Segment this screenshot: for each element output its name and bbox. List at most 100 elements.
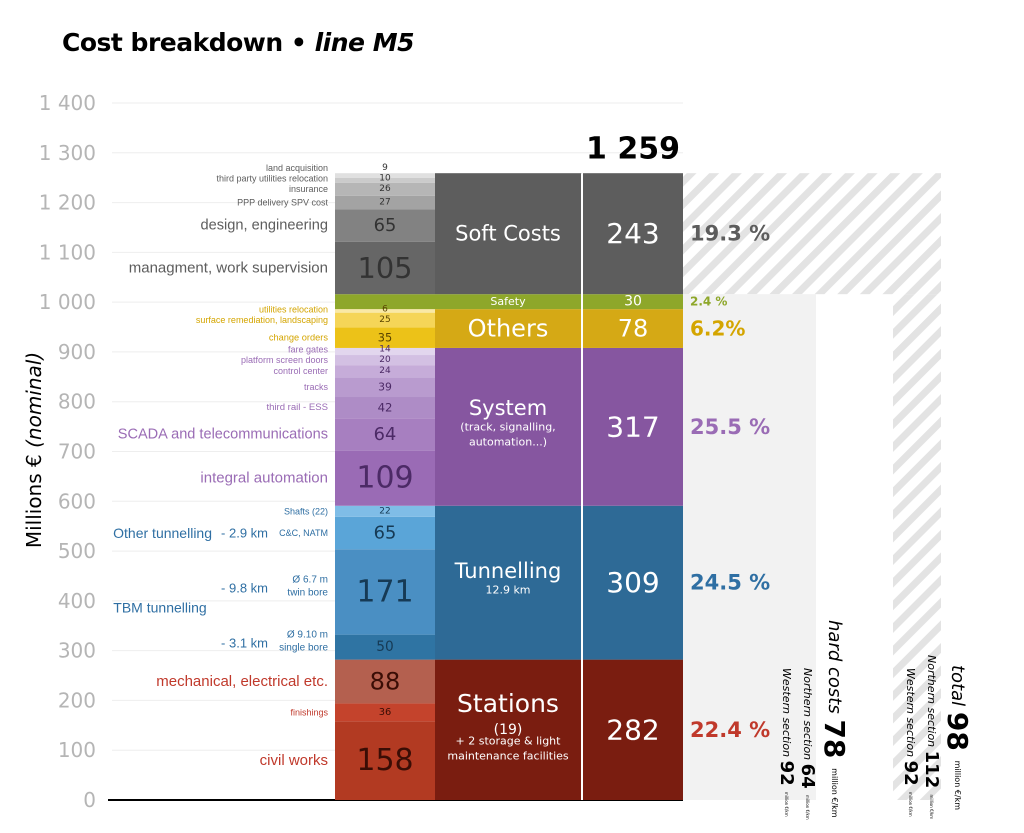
category-value: 78 — [618, 315, 649, 343]
total-hatch-panel — [893, 294, 941, 800]
category-total-bar — [583, 659, 683, 800]
detail-value: 24 — [379, 366, 391, 376]
detail-label: control center — [273, 366, 328, 376]
detail-label: third party utilities relocation — [216, 174, 328, 184]
detail-bar — [335, 209, 435, 242]
total-northern-label-part: 112 — [922, 751, 943, 795]
category-value: 317 — [606, 410, 659, 443]
category-sublabel: maintenance facilities — [447, 749, 569, 762]
category-value: 243 — [606, 217, 659, 250]
y-tick-label: 1 000 — [39, 290, 96, 314]
detail-value: 35 — [378, 331, 392, 345]
y-tick-label: 200 — [58, 688, 96, 712]
category-percent: 6.2% — [690, 317, 745, 341]
detail-value: 42 — [378, 401, 393, 415]
category-label: Others — [468, 315, 549, 343]
y-axis-label-main: Millions € — [22, 448, 46, 548]
detail-bar — [335, 347, 435, 356]
detail-bar — [335, 195, 435, 210]
detail-bar — [335, 397, 435, 419]
detail-value: 64 — [374, 424, 397, 445]
detail-label: platform screen doors — [241, 355, 329, 365]
detail-bar — [335, 721, 435, 800]
detail-bar — [335, 182, 435, 196]
y-axis-label-italic: (nominal) — [22, 352, 46, 448]
total-northern-label-part: million €/km — [930, 794, 935, 819]
detail-note: twin bore — [287, 587, 328, 598]
total-western-label-part: Western section — [905, 668, 918, 761]
total-costs-label: total 98 million €/km — [942, 665, 975, 810]
detail-bar — [335, 312, 435, 328]
detail-bar — [335, 505, 435, 517]
detail-value: 22 — [379, 506, 390, 516]
detail-label: mechanical, electrical etc. — [156, 673, 328, 690]
chart-title: Cost breakdown • line M5 — [62, 28, 414, 57]
total-western-label-part: 92 — [901, 761, 922, 792]
y-tick-label: 1 400 — [39, 91, 96, 115]
detail-value: 36 — [379, 707, 392, 718]
detail-value: 109 — [356, 461, 413, 496]
detail-bar — [335, 516, 435, 550]
detail-value: 39 — [378, 381, 392, 394]
detail-value: 158 — [356, 743, 413, 778]
total-costs-label-part: 98 — [942, 712, 975, 761]
detail-value: 88 — [370, 668, 401, 696]
category-percent: 24.5 % — [690, 571, 770, 595]
hard-western-label: Western section 92 million €/km — [777, 668, 798, 817]
detail-bar — [335, 309, 435, 313]
detail-value: 6 — [382, 304, 388, 314]
category-sublabel: automation...) — [469, 435, 547, 448]
category-bar — [435, 505, 582, 660]
y-tick-label: 700 — [58, 440, 96, 464]
detail-length: - 3.1 km — [221, 636, 268, 651]
y-tick-label: 900 — [58, 340, 96, 364]
total-costs-label-part: total — [948, 665, 969, 712]
total-northern-label: Northern section 112 million €/km — [922, 655, 943, 819]
detail-value: 14 — [379, 345, 391, 355]
category-label: Tunnelling — [454, 559, 562, 583]
total-northern-label-part: Northern section — [926, 655, 939, 751]
category-total-bar — [583, 173, 683, 295]
category-label: Safety — [490, 295, 526, 308]
detail-bar — [335, 327, 435, 348]
y-tick-label: 300 — [58, 639, 96, 663]
detail-bar — [335, 418, 435, 451]
detail-label: surface remediation, landscaping — [196, 315, 328, 325]
category-label: System — [469, 396, 547, 420]
detail-length: - 9.8 km — [221, 580, 268, 595]
category-percent: 25.5 % — [690, 415, 770, 439]
detail-label: utilities relocation — [259, 304, 328, 314]
category-percent: 22.4 % — [690, 718, 770, 742]
hard-costs-panel — [683, 294, 816, 800]
detail-bar — [335, 634, 435, 660]
hard-western-label-part: million €/km — [785, 792, 790, 817]
detail-label: civil works — [260, 752, 328, 769]
detail-length: - 2.9 km — [221, 525, 268, 540]
detail-bar — [335, 173, 435, 178]
detail-label: Other tunnelling — [113, 525, 212, 541]
category-total-bar — [583, 347, 683, 506]
detail-note: single bore — [279, 643, 328, 654]
detail-value: 20 — [379, 355, 391, 365]
hard-costs-label-part: million €/km — [831, 768, 840, 818]
detail-label: PPP delivery SPV cost — [237, 197, 328, 207]
category-percent: 19.3 % — [690, 222, 770, 246]
detail-note: Ø 9.10 m — [287, 630, 328, 641]
category-sublabel: (track, signalling, — [460, 420, 555, 433]
hard-northern-label: Northern section 64 million €/km — [798, 668, 819, 820]
y-tick-label: 800 — [58, 390, 96, 414]
detail-label: land acquisition — [266, 163, 328, 173]
category-value: 30 — [624, 294, 642, 310]
detail-label: insurance — [289, 184, 328, 194]
detail-label: managment, work supervision — [129, 259, 328, 276]
detail-label: third rail - ESS — [266, 402, 328, 413]
grand-total-label: 1 259 — [586, 132, 680, 167]
category-sublabel: 12.9 km — [485, 584, 530, 597]
hard-northern-label-part: 64 — [798, 764, 819, 795]
chart-title-main: Cost breakdown — [62, 28, 283, 57]
hard-northern-label-part: Northern section — [802, 668, 815, 764]
hard-costs-label: hard costs 78 million €/km — [819, 620, 852, 818]
detail-value: 65 — [374, 215, 397, 236]
